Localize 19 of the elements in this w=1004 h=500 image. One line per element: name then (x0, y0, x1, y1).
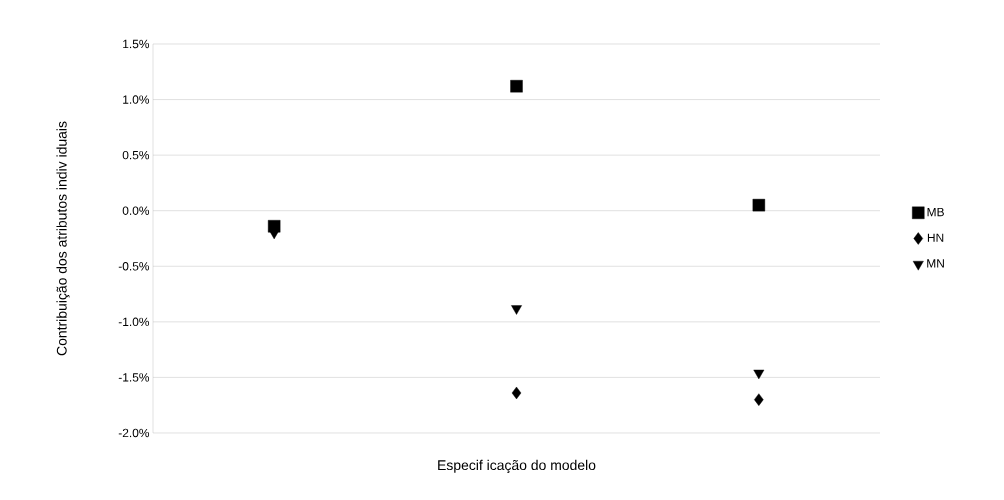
point (752, 198, 766, 212)
point (754, 393, 764, 406)
y-tick-label: -1.5% (118, 373, 150, 382)
point (511, 305, 522, 315)
legend-label: HN (927, 233, 944, 242)
point (753, 369, 765, 380)
point (510, 80, 523, 93)
x-axis-title: Especif icação do modelo (438, 459, 596, 473)
y-tick-label: 0.0% (122, 206, 150, 215)
y-tick-label: -1.0% (118, 317, 150, 327)
legend-label: MB (927, 207, 944, 217)
y-tick-label: 1.0% (123, 95, 150, 104)
point (511, 386, 522, 400)
y-axis-title: Contribuição dos atributos indiv iduais (56, 121, 70, 356)
y-tick-label: 0.5% (122, 150, 150, 160)
y-tick-label: -0.5% (118, 262, 150, 271)
y-tick-label: 1.5% (123, 39, 150, 49)
legend-label: MN (927, 259, 944, 268)
y-tick-label: -2.0% (118, 428, 150, 438)
